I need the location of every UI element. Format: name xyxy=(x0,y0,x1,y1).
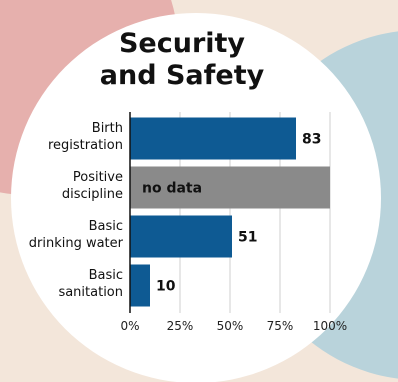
x-tick-label: 100% xyxy=(313,319,347,333)
x-tick-label: 25% xyxy=(167,319,194,333)
data-label: 51 xyxy=(238,230,257,246)
x-tick-label: 0% xyxy=(120,319,139,333)
data-label: 10 xyxy=(156,279,176,295)
chart-title-line-2: and Safety xyxy=(99,60,265,91)
bar xyxy=(130,264,150,307)
category-label: sanitation xyxy=(58,285,123,300)
x-tick-label: 50% xyxy=(217,319,244,333)
no-data-label: no data xyxy=(142,181,202,197)
category-label: Positive xyxy=(73,170,123,185)
no-data-bar xyxy=(130,166,330,209)
category-label: Birth xyxy=(92,121,123,136)
category-label: registration xyxy=(48,138,123,153)
data-label: 83 xyxy=(302,132,321,148)
category-label: Basic xyxy=(89,268,123,283)
x-tick-label: 75% xyxy=(267,319,294,333)
category-label: Basic xyxy=(89,219,123,234)
category-label: discipline xyxy=(62,187,123,202)
chart-title-line-1: Security xyxy=(118,28,246,59)
bar xyxy=(130,117,296,160)
category-label: drinking water xyxy=(29,236,124,251)
bar xyxy=(130,215,232,258)
